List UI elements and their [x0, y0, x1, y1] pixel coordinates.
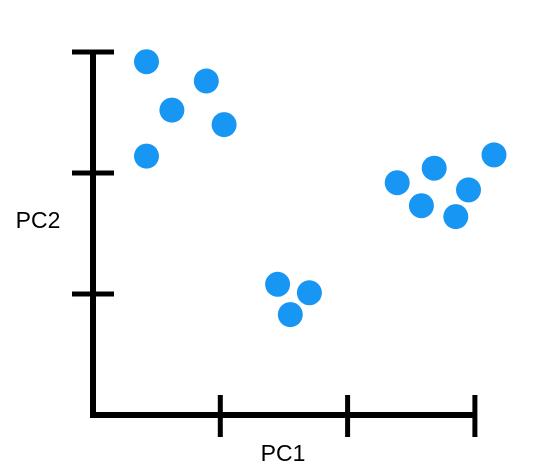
data-point	[481, 142, 507, 168]
data-point	[408, 193, 434, 219]
data-point	[211, 112, 237, 138]
axes	[90, 50, 477, 418]
axis-ticks	[72, 49, 478, 437]
y-axis-label: PC2	[16, 207, 61, 233]
data-point	[265, 271, 291, 297]
data-point	[193, 68, 219, 94]
data-point	[296, 280, 322, 306]
scatter-points	[134, 49, 507, 328]
data-point	[134, 143, 159, 169]
data-point	[277, 302, 303, 328]
data-point	[159, 97, 185, 123]
data-point	[443, 204, 469, 230]
data-point	[384, 170, 410, 196]
data-point	[456, 177, 481, 203]
data-point	[134, 49, 159, 75]
data-point	[421, 155, 447, 181]
x-axis-label: PC1	[261, 440, 306, 466]
